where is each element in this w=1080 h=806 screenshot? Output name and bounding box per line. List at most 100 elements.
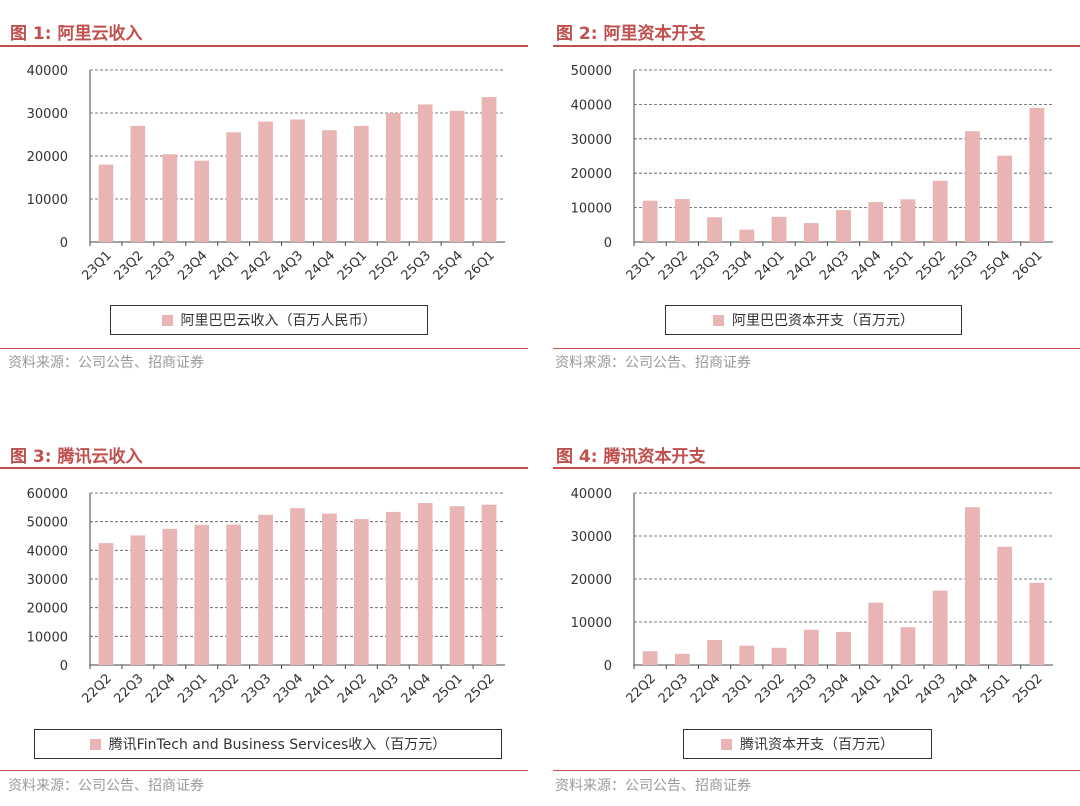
bar-23Q4 [739, 229, 755, 242]
figure-3-chart: 010000200003000040000500006000022Q222Q32… [27, 487, 505, 707]
x-tick-label: 22Q3 [111, 671, 146, 706]
y-tick-label: 10000 [571, 202, 612, 217]
bar-25Q1 [449, 506, 465, 665]
y-tick-label: 40000 [571, 487, 612, 502]
figure-1-title: 图 1: 阿里云收入 [10, 24, 143, 44]
x-tick-label: 22Q4 [688, 671, 723, 706]
x-tick-label: 25Q2 [1010, 671, 1045, 706]
x-tick-label: 25Q4 [431, 248, 466, 283]
x-tick-label: 23Q2 [207, 671, 242, 706]
x-tick-label: 24Q2 [881, 671, 916, 706]
x-tick-label: 24Q3 [817, 248, 852, 283]
bar-23Q4 [836, 631, 851, 665]
y-tick-label: 20000 [27, 602, 68, 617]
x-tick-label: 24Q1 [849, 671, 884, 706]
figure-4-legend-label: 腾讯资本开支（百万元） [740, 737, 894, 753]
x-tick-label: 24Q3 [367, 671, 402, 706]
bar-23Q2 [130, 125, 146, 242]
figure-1-legend: 阿里巴巴云收入（百万人民币） [110, 305, 428, 335]
x-tick-label: 23Q3 [239, 671, 274, 706]
x-tick-label: 23Q1 [79, 248, 114, 283]
bar-23Q3 [803, 629, 819, 665]
y-tick-label: 20000 [571, 573, 612, 588]
bar-22Q4 [707, 640, 722, 665]
x-tick-label: 24Q3 [914, 671, 949, 706]
x-tick-label: 25Q4 [978, 248, 1013, 283]
y-tick-label: 40000 [27, 64, 68, 79]
bar-25Q2 [385, 113, 401, 242]
x-tick-label: 23Q4 [817, 671, 852, 706]
bar-22Q3 [674, 653, 690, 665]
x-tick-label: 23Q3 [785, 671, 820, 706]
bar-22Q4 [162, 528, 178, 665]
bar-23Q4 [194, 160, 210, 242]
x-tick-label: 25Q2 [462, 671, 497, 706]
legend-swatch [89, 738, 101, 750]
bar-23Q2 [771, 647, 787, 665]
x-tick-label: 25Q3 [946, 248, 981, 283]
bar-25Q1 [900, 199, 916, 242]
legend-swatch [161, 314, 173, 326]
legend-swatch [713, 314, 724, 326]
y-tick-label: 30000 [571, 133, 612, 148]
x-tick-label: 22Q4 [143, 671, 178, 706]
x-tick-label: 22Q2 [624, 671, 659, 706]
y-tick-label: 0 [60, 659, 68, 674]
x-tick-label: 25Q1 [881, 248, 916, 283]
x-tick-label: 23Q1 [624, 248, 659, 283]
figure-4-title-rule [553, 467, 1080, 469]
bar-25Q2 [1029, 582, 1045, 665]
x-tick-label: 23Q4 [271, 671, 306, 706]
bar-25Q1 [354, 125, 369, 242]
figure-2-chart: 0 10000 20000 30000 40000 50000 23Q123Q223Q323… [571, 64, 1053, 284]
figure-1-title-rule [0, 45, 528, 47]
bar-25Q3 [417, 104, 433, 243]
x-tick-label: 24Q3 [271, 248, 306, 283]
x-tick-label: 23Q3 [143, 248, 178, 283]
bar-24Q2 [803, 223, 819, 242]
bar-24Q3 [836, 210, 851, 242]
y-tick-label: 40000 [571, 98, 612, 113]
figure-4-chart: 01000020000300004000022Q222Q322Q423Q123Q… [571, 487, 1053, 707]
figure-2-title: 图 2: 阿里资本开支 [556, 24, 706, 44]
figure-1-source-rule [0, 348, 528, 349]
x-tick-label: 25Q3 [399, 248, 434, 283]
bar-25Q3 [965, 131, 980, 242]
figure-1-chart: 01000020000300004000023Q123Q223Q323Q424Q… [27, 64, 505, 284]
x-tick-label: 24Q4 [303, 248, 338, 283]
x-tick-label: 26Q1 [1010, 248, 1045, 283]
bar-23Q1 [642, 200, 658, 242]
bar-25Q4 [449, 110, 465, 242]
figure-2-legend-label: 阿里巴巴资本开支（百万元） [732, 313, 914, 329]
figure-3-legend-label: 腾讯FinTech and Business Services收入（百万元） [108, 737, 447, 753]
figure-2-source-rule [553, 348, 1080, 349]
y-tick-label: 10000 [571, 616, 612, 631]
x-tick-label: 24Q2 [335, 671, 370, 706]
figure-2-legend: 阿里巴巴资本开支（百万元） [665, 305, 962, 335]
bar-24Q2 [900, 627, 916, 665]
x-tick-label: 23Q2 [656, 248, 691, 283]
bar-23Q4 [290, 508, 305, 665]
x-tick-label: 25Q1 [978, 671, 1013, 706]
bar-22Q2 [642, 651, 658, 665]
bar-24Q3 [385, 511, 401, 665]
y-tick-label: 10000 [27, 193, 68, 208]
bar-24Q4 [417, 503, 433, 665]
x-tick-label: 26Q1 [462, 248, 497, 283]
x-tick-label: 23Q2 [111, 248, 146, 283]
bar-23Q2 [674, 199, 690, 242]
figure-4-source-rule [553, 770, 1080, 771]
bar-24Q2 [258, 121, 273, 242]
bar-24Q4 [322, 130, 337, 242]
bar-23Q3 [707, 217, 722, 242]
x-tick-label: 24Q1 [303, 671, 338, 706]
y-tick-label: 50000 [27, 516, 68, 531]
figure-3-source: 资料来源：公司公告、招商证券 [8, 778, 204, 794]
x-tick-label: 23Q2 [752, 671, 787, 706]
x-tick-label: 25Q2 [367, 248, 402, 283]
x-tick-label: 25Q2 [914, 248, 949, 283]
y-tick-label: 10000 [27, 630, 68, 645]
x-tick-label: 24Q2 [239, 248, 274, 283]
y-tick-label: 0 [604, 236, 612, 251]
x-tick-label: 24Q1 [207, 248, 242, 283]
